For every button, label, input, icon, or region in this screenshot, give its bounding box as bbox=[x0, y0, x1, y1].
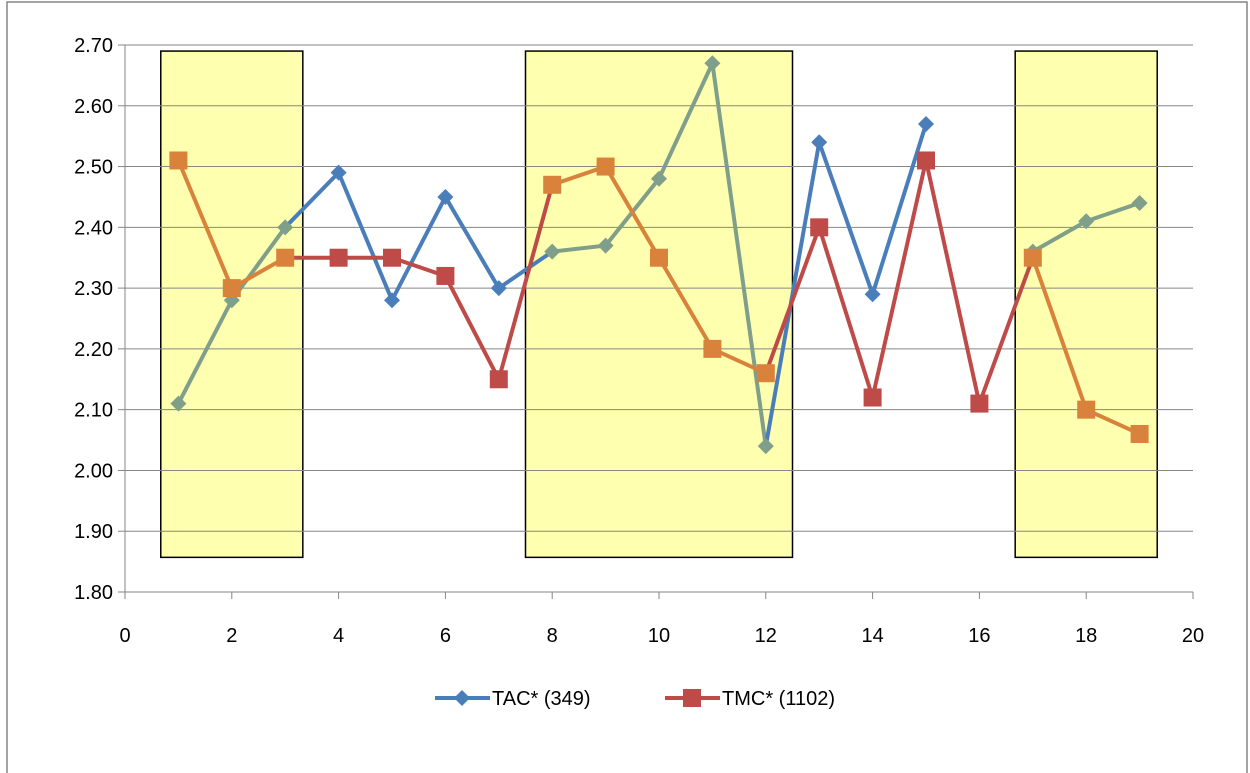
x-tick-label: 2 bbox=[226, 625, 237, 647]
series-line-segment bbox=[443, 273, 501, 382]
x-tick-label: 8 bbox=[547, 625, 558, 647]
series-line-segment bbox=[603, 164, 661, 260]
x-tick-label: 6 bbox=[440, 625, 451, 647]
highlight-region-3 bbox=[1014, 50, 1158, 559]
data-point bbox=[757, 438, 774, 455]
y-tick-label: 1.80 bbox=[74, 582, 113, 604]
series-line-segment bbox=[763, 225, 822, 376]
series-line-segment bbox=[443, 194, 501, 291]
data-point bbox=[330, 164, 347, 181]
data-point bbox=[436, 266, 455, 285]
data-point bbox=[329, 248, 348, 267]
legend-entry-1: TAC* (349) bbox=[435, 688, 591, 710]
x-tick-label: 10 bbox=[648, 625, 670, 647]
series-line-segment bbox=[763, 140, 822, 449]
data-point bbox=[811, 134, 828, 151]
data-point bbox=[490, 280, 507, 297]
series-line-segment bbox=[657, 61, 715, 181]
data-point bbox=[651, 170, 667, 187]
series-line-segment bbox=[176, 298, 234, 406]
series-line-segment bbox=[1030, 255, 1089, 412]
series-lines bbox=[169, 55, 1149, 455]
data-point bbox=[169, 151, 188, 170]
legend-entry-2: TMC* (1102) bbox=[665, 688, 835, 710]
legend-label: TMC* (1102) bbox=[722, 688, 835, 710]
data-point bbox=[863, 388, 882, 407]
series-line-segment bbox=[870, 158, 928, 400]
data-point bbox=[437, 188, 454, 205]
x-tick-label: 4 bbox=[333, 625, 344, 647]
y-tick-label: 2.70 bbox=[74, 35, 113, 57]
data-point bbox=[276, 248, 295, 267]
data-point bbox=[918, 116, 934, 133]
series-line-segment bbox=[496, 182, 555, 382]
data-point bbox=[277, 219, 294, 236]
x-tick-label: 16 bbox=[968, 625, 990, 647]
data-point bbox=[1077, 400, 1096, 419]
data-point bbox=[864, 286, 881, 303]
series-line-segment bbox=[657, 255, 715, 351]
series-line-segment bbox=[924, 158, 982, 406]
y-tick-label: 2.60 bbox=[74, 96, 113, 118]
y-tick-label: 2.00 bbox=[74, 460, 113, 482]
series-line-segment bbox=[550, 243, 608, 254]
series-2 bbox=[169, 151, 1149, 443]
data-point bbox=[704, 55, 721, 72]
series-line-segment bbox=[977, 255, 1035, 406]
legend-label: TAC* (349) bbox=[492, 688, 591, 710]
x-tick-label: 14 bbox=[861, 625, 883, 647]
y-tick-label: 2.50 bbox=[74, 157, 113, 179]
data-point bbox=[222, 279, 241, 298]
data-point bbox=[756, 364, 775, 383]
series-line-segment bbox=[336, 170, 394, 303]
legend: TAC* (349) TMC* (1102) bbox=[435, 688, 835, 710]
series-line-segment bbox=[710, 61, 768, 449]
data-point bbox=[810, 218, 829, 237]
data-point bbox=[917, 151, 935, 170]
highlight-region-2 bbox=[524, 50, 794, 559]
y-tick-label: 2.20 bbox=[74, 339, 113, 361]
data-point bbox=[1130, 424, 1149, 443]
data-point bbox=[544, 243, 561, 260]
y-tick-label: 2.30 bbox=[74, 278, 113, 300]
y-tick-label: 1.90 bbox=[74, 521, 113, 543]
series-line-segment bbox=[176, 158, 234, 291]
x-tick-label: 18 bbox=[1075, 625, 1097, 647]
gridlines bbox=[125, 44, 1193, 532]
data-point bbox=[384, 292, 400, 309]
x-tick-label: 20 bbox=[1182, 625, 1204, 647]
axes: 1.80 1.90 2.00 2.10 2.20 2.30 2.40 2.50 2.60 2.70… bbox=[74, 35, 1204, 647]
series-line-segment bbox=[1030, 219, 1089, 254]
series-line-segment bbox=[496, 249, 555, 291]
data-point bbox=[597, 237, 614, 254]
series-line-segment bbox=[390, 194, 448, 303]
series-line-segment bbox=[817, 225, 875, 400]
series-line-segment bbox=[1084, 201, 1142, 224]
series-line-segment bbox=[283, 170, 341, 230]
data-point bbox=[703, 339, 722, 358]
data-point bbox=[543, 175, 562, 194]
x-tick-label: 0 bbox=[119, 625, 130, 647]
legend-marker bbox=[683, 689, 701, 707]
y-tick-label: 2.10 bbox=[74, 400, 113, 422]
data-point bbox=[970, 394, 989, 413]
series-line-segment bbox=[817, 140, 875, 297]
legend-marker bbox=[454, 690, 470, 706]
y-tick-label: 2.40 bbox=[74, 217, 113, 239]
x-tick-label: 12 bbox=[755, 625, 777, 647]
data-point bbox=[1131, 195, 1148, 212]
data-point bbox=[1078, 213, 1095, 230]
data-point bbox=[383, 248, 401, 267]
data-point bbox=[170, 395, 187, 412]
data-point bbox=[650, 248, 668, 267]
data-point bbox=[1023, 248, 1042, 267]
data-point bbox=[489, 370, 508, 389]
data-point bbox=[596, 157, 615, 176]
